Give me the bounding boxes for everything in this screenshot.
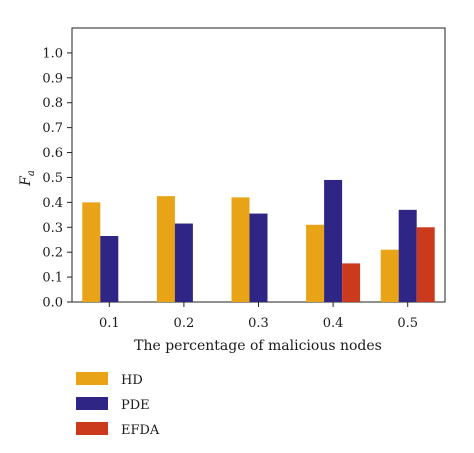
bar-hd-0.2: [156, 196, 175, 302]
y-axis-label: Fa: [18, 170, 37, 187]
x-tick-label: 0.3: [248, 316, 269, 331]
legend: HD PDE EFDA: [76, 372, 160, 438]
y-tick-label: 0.2: [42, 246, 63, 261]
bar-pde-0.1: [100, 235, 119, 302]
y-tick-label: 0.5: [42, 171, 63, 186]
y-tick-label: 0.0: [42, 296, 63, 311]
y-tick-label: 0.3: [42, 221, 63, 236]
bar-hd-0.5: [380, 249, 399, 302]
bar-efda-0.5: [416, 227, 435, 302]
legend-swatch-hd: [76, 372, 108, 385]
y-axis-label-main: F: [18, 175, 34, 187]
y-tick-label: 1.0: [42, 46, 63, 61]
legend-swatch-efda: [76, 422, 108, 435]
x-tick-label: 0.5: [397, 316, 418, 331]
legend-label-hd: HD: [121, 373, 143, 388]
y-axis-label-sub: a: [26, 170, 37, 176]
x-tick-label: 0.2: [174, 316, 195, 331]
bar-pde-0.4: [324, 179, 343, 302]
y-tick-label: 0.6: [42, 146, 63, 161]
x-tick-label: 0.4: [323, 316, 344, 331]
x-axis-ticks: 0.1 0.2 0.3 0.4 0.5: [99, 302, 418, 331]
bar-pde-0.2: [174, 223, 193, 302]
y-tick-label: 0.7: [42, 121, 63, 136]
x-tick-label: 0.1: [99, 316, 120, 331]
legend-label-efda: EFDA: [121, 423, 160, 438]
x-axis-label: The percentage of malicious nodes: [134, 338, 382, 354]
y-tick-label: 0.4: [42, 196, 63, 211]
legend-label-pde: PDE: [121, 398, 150, 413]
bar-hd-0.3: [231, 197, 250, 302]
bars: [82, 179, 435, 302]
legend-swatch-pde: [76, 397, 108, 410]
bar-efda-0.4: [342, 263, 361, 302]
y-tick-label: 0.9: [42, 71, 63, 86]
bar-hd-0.4: [306, 224, 325, 302]
y-tick-label: 0.8: [42, 96, 63, 111]
y-tick-label: 0.1: [42, 271, 63, 286]
bar-pde-0.5: [398, 209, 417, 302]
y-axis-ticks: 0.0 0.1 0.2 0.3 0.4 0.5 0.6 0.7 0.8 0.9 1.0: [42, 46, 72, 311]
bar-hd-0.1: [82, 202, 101, 302]
bar-pde-0.3: [249, 213, 268, 302]
